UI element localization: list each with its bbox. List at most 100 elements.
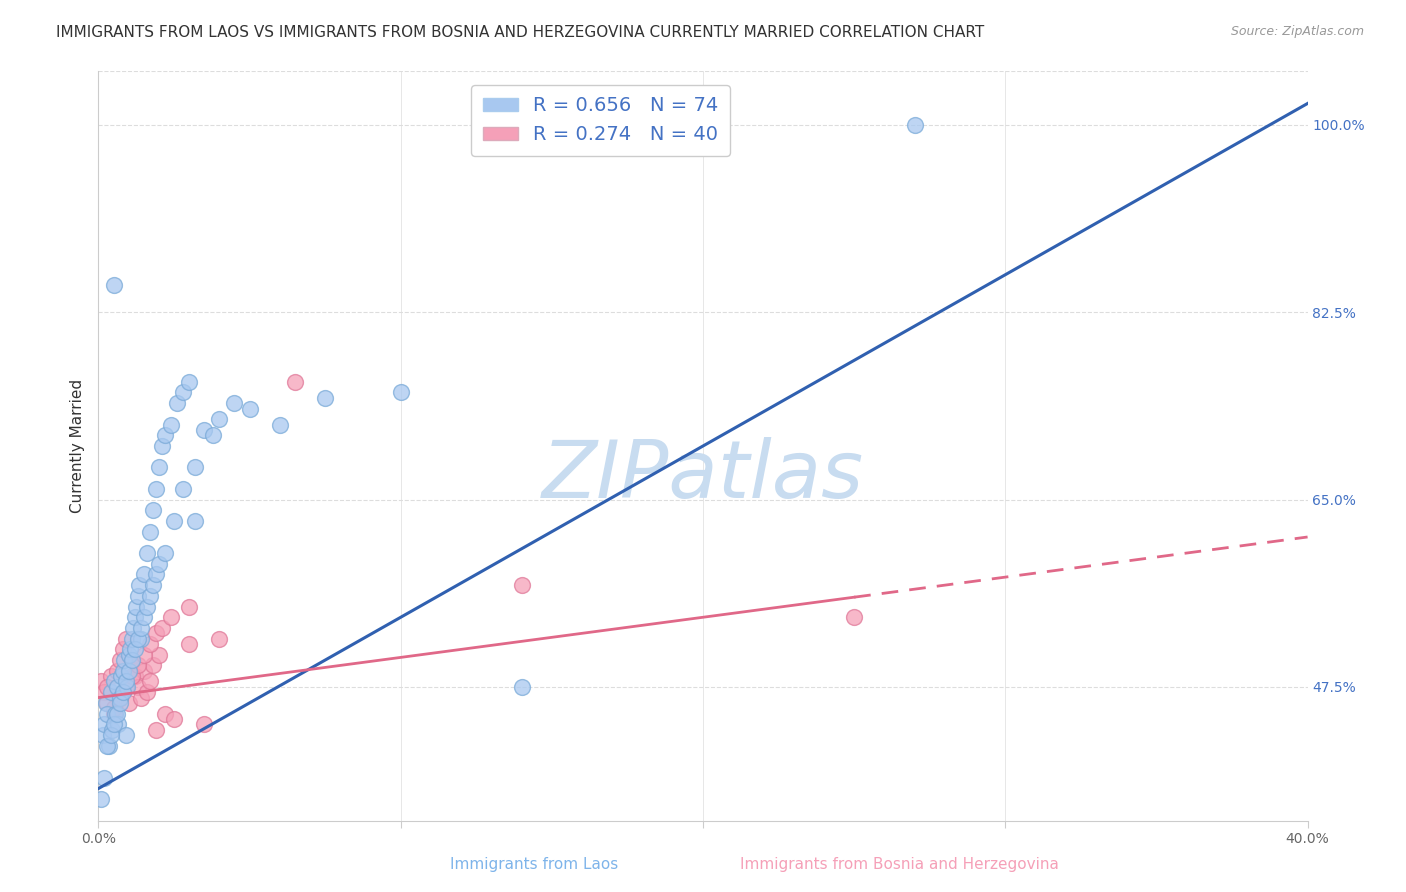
Point [193,423,215,437]
Point [179,375,201,389]
Point [153,546,176,560]
Point [166,396,188,410]
Point [184,514,207,528]
Point [145,723,167,737]
Point [269,417,291,432]
Point [148,557,170,571]
Point [114,674,136,689]
Point [108,690,131,705]
Point [239,401,262,416]
Point [96,696,118,710]
Point [124,669,146,683]
Point [127,589,149,603]
Point [193,717,215,731]
Point [145,626,167,640]
Point [104,706,127,721]
Point [148,460,170,475]
Text: Immigrants from Laos: Immigrants from Laos [450,857,619,872]
Point [93,717,115,731]
Point [129,690,152,705]
Point [150,439,173,453]
Point [93,771,115,785]
Point [179,637,201,651]
Text: IMMIGRANTS FROM LAOS VS IMMIGRANTS FROM BOSNIA AND HERZEGOVINA CURRENTLY MARRIED: IMMIGRANTS FROM LAOS VS IMMIGRANTS FROM … [56,25,984,40]
Point [121,653,143,667]
Point [125,599,148,614]
Point [100,685,122,699]
Point [121,653,143,667]
Point [100,669,122,683]
Point [121,669,143,683]
Point [129,632,152,646]
Point [142,503,165,517]
Point [844,610,866,624]
Point [135,546,157,560]
Point [135,685,157,699]
Point [114,680,136,694]
Point [132,567,155,582]
Point [108,653,131,667]
Point [127,632,149,646]
Point [90,674,112,689]
Point [132,610,155,624]
Point [163,712,186,726]
Point [904,118,927,132]
Point [111,642,134,657]
Point [105,680,128,694]
Point [132,664,155,678]
Point [91,728,114,742]
Point [208,412,231,426]
Point [172,482,194,496]
Point [127,658,149,673]
Point [153,706,176,721]
Point [208,632,231,646]
Point [118,664,141,678]
Point [96,706,118,721]
Point [314,391,336,405]
Point [124,642,146,657]
Point [224,396,246,410]
Point [105,706,128,721]
Point [98,739,121,753]
Point [122,621,145,635]
Point [110,669,132,683]
Point [179,599,201,614]
Point [114,632,136,646]
Point [142,658,165,673]
Point [115,680,138,694]
Point [148,648,170,662]
Text: Source: ZipAtlas.com: Source: ZipAtlas.com [1230,25,1364,38]
Point [94,696,117,710]
Point [118,648,141,662]
Point [160,417,183,432]
Point [163,514,186,528]
Point [139,674,162,689]
Point [153,428,176,442]
Point [135,599,157,614]
Point [139,524,162,539]
Point [111,685,134,699]
Point [103,717,125,731]
Point [202,428,225,442]
Point [139,589,162,603]
Point [107,717,129,731]
Point [112,653,135,667]
Point [93,685,115,699]
Point [128,578,150,592]
Point [145,482,167,496]
Point [114,728,136,742]
Point [103,706,125,721]
Point [127,680,149,694]
Point [124,610,146,624]
Point [132,648,155,662]
Text: Immigrants from Bosnia and Herzegovina: Immigrants from Bosnia and Herzegovina [741,857,1059,872]
Point [145,567,167,582]
Point [103,278,125,293]
Point [108,690,131,705]
Point [172,385,194,400]
Point [129,621,152,635]
Point [120,642,142,657]
Point [90,792,112,806]
Point [103,701,125,715]
Point [103,674,125,689]
